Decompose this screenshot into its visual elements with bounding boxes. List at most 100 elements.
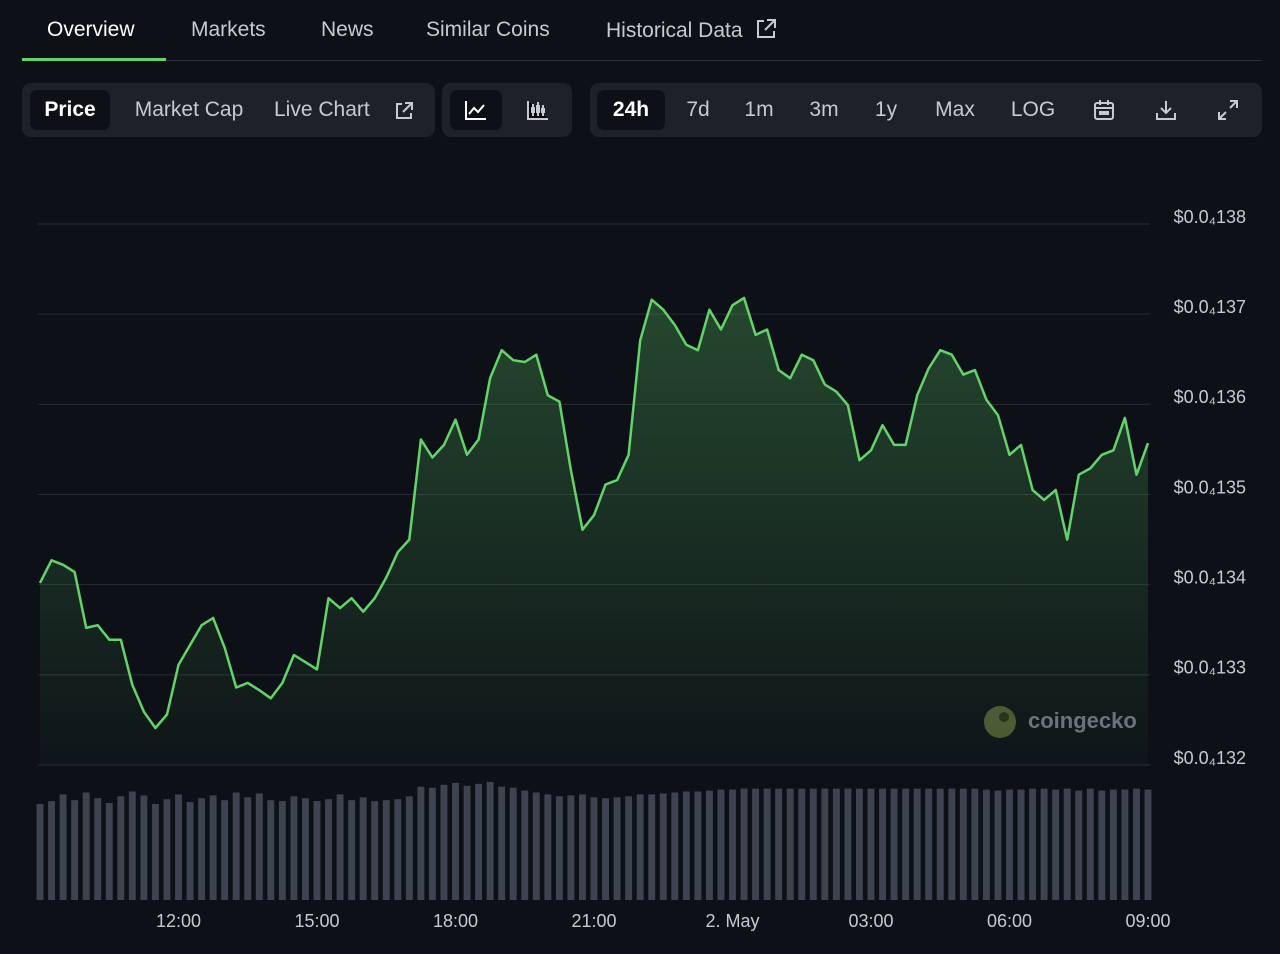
volume-bar bbox=[521, 790, 529, 900]
expand-icon bbox=[1218, 100, 1238, 120]
tab[interactable]: News bbox=[321, 18, 374, 41]
range-button[interactable]: Max bbox=[935, 98, 975, 121]
volume-bar bbox=[59, 794, 67, 900]
volume-bar bbox=[1017, 789, 1025, 900]
range-button[interactable]: 3m bbox=[809, 98, 839, 121]
y-tick-label: $0.0₄138 bbox=[1174, 207, 1246, 227]
y-tick-label: $0.0₄137 bbox=[1174, 297, 1246, 317]
x-tick-label: 2. May bbox=[705, 911, 759, 931]
download-button[interactable] bbox=[1146, 90, 1186, 130]
chart-type-group bbox=[442, 83, 572, 137]
volume-bar bbox=[832, 788, 840, 900]
price-line bbox=[38, 296, 1150, 730]
x-tick-label: 15:00 bbox=[294, 911, 339, 931]
fullscreen-button[interactable] bbox=[1208, 90, 1248, 130]
volume-bar bbox=[255, 793, 263, 900]
y-tick-label: $0.0₄135 bbox=[1174, 477, 1246, 497]
line-chart-button[interactable] bbox=[450, 90, 502, 130]
volume-bar bbox=[1075, 790, 1083, 900]
mode-button[interactable]: Live Chart bbox=[274, 98, 370, 121]
volume-bar bbox=[671, 792, 679, 900]
price-area bbox=[40, 297, 1148, 765]
range-button[interactable]: 1y bbox=[874, 98, 898, 121]
volume-bar bbox=[1052, 789, 1060, 900]
volume-bar bbox=[1029, 788, 1037, 900]
volume-bar bbox=[244, 797, 252, 900]
tab[interactable]: Overview bbox=[47, 18, 135, 41]
volume-bar bbox=[648, 794, 656, 900]
volume-bar bbox=[290, 796, 298, 900]
volume-bar bbox=[729, 789, 736, 900]
volume-bar bbox=[1109, 789, 1117, 900]
external-icon bbox=[756, 19, 776, 38]
y-tick-label: $0.0₄132 bbox=[1174, 748, 1246, 768]
volume-bar bbox=[359, 797, 367, 900]
volume-bar bbox=[1040, 788, 1048, 900]
volume-bar bbox=[105, 803, 113, 900]
volume-bar bbox=[221, 800, 229, 900]
y-tick-label: $0.0₄134 bbox=[1174, 567, 1246, 587]
volume-bar bbox=[128, 791, 136, 900]
volume-bar bbox=[636, 794, 644, 900]
tab-divider bbox=[22, 60, 1262, 61]
x-tick-label: 12:00 bbox=[156, 911, 201, 931]
volume-bar bbox=[417, 786, 425, 900]
volume-bar bbox=[809, 788, 817, 900]
volume-bar bbox=[117, 796, 125, 900]
volume-bar bbox=[440, 784, 448, 900]
mode-button[interactable]: Market Cap bbox=[134, 98, 244, 121]
volume-bar bbox=[486, 781, 494, 900]
volume-bar bbox=[336, 794, 344, 900]
volume-bar bbox=[1086, 788, 1094, 900]
volume-bar bbox=[278, 801, 286, 900]
range-button[interactable]: 24h bbox=[597, 90, 665, 130]
volume-bar bbox=[890, 788, 898, 900]
volume-bar bbox=[625, 796, 633, 900]
volume-bar bbox=[682, 791, 690, 900]
volume-bar bbox=[855, 788, 863, 900]
volume-bar bbox=[786, 788, 794, 900]
tab[interactable]: Markets bbox=[191, 18, 266, 41]
volume-bar bbox=[994, 790, 1002, 900]
volume-bar bbox=[405, 796, 413, 900]
volume-bar bbox=[394, 799, 402, 900]
y-tick-label: $0.0₄133 bbox=[1174, 658, 1246, 678]
mode-group: Price Market Cap Live Chart bbox=[22, 83, 435, 137]
volume-bar bbox=[936, 788, 944, 900]
volume-bar bbox=[301, 798, 309, 900]
volume-bar bbox=[694, 791, 702, 900]
volume-bar bbox=[659, 793, 667, 900]
calendar-button[interactable] bbox=[1084, 90, 1124, 130]
volume-bar bbox=[971, 788, 979, 900]
tab[interactable]: Historical Data bbox=[606, 18, 777, 43]
volume-bar bbox=[371, 801, 379, 900]
volume-bar bbox=[913, 788, 921, 900]
volume-bar bbox=[532, 792, 540, 900]
tab-underline bbox=[22, 58, 166, 61]
volume-bar bbox=[509, 787, 517, 900]
volume-bar bbox=[498, 786, 506, 900]
mode-button[interactable]: Price bbox=[30, 90, 110, 130]
volume-bar bbox=[763, 788, 771, 900]
volume-bar bbox=[452, 782, 459, 900]
volume-bar bbox=[198, 798, 206, 900]
volume-bar bbox=[602, 798, 610, 900]
volume-bar bbox=[925, 788, 933, 900]
candle-chart-button[interactable] bbox=[518, 90, 558, 130]
volume-bar bbox=[567, 795, 575, 900]
range-button[interactable]: 7d bbox=[686, 98, 710, 121]
range-button[interactable]: LOG bbox=[1010, 98, 1056, 121]
range-button[interactable]: 1m bbox=[744, 98, 774, 121]
tab[interactable]: Similar Coins bbox=[426, 18, 550, 41]
volume-bar bbox=[428, 787, 436, 900]
x-tick-label: 21:00 bbox=[571, 911, 616, 931]
volume-bar bbox=[1121, 789, 1129, 900]
volume-bar bbox=[613, 797, 621, 900]
volume-bar bbox=[48, 801, 56, 900]
x-tick-label: 03:00 bbox=[848, 911, 893, 931]
volume-bar bbox=[844, 788, 852, 900]
calendar-icon bbox=[1094, 100, 1114, 120]
volume-bar bbox=[209, 795, 217, 900]
